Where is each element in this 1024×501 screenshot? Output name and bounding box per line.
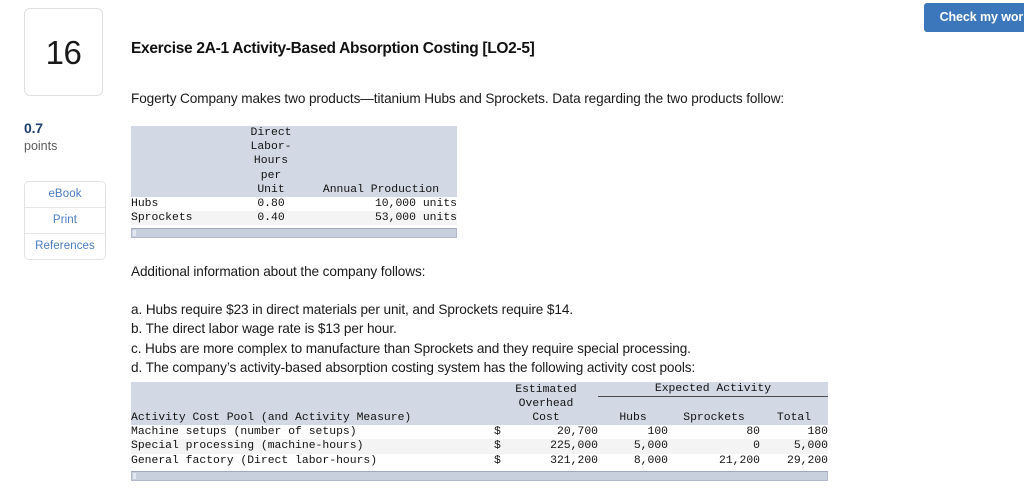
estimated-overhead-header-line2: Overhead (494, 396, 598, 411)
additional-info-item-c: c. Hubs are more complex to manufacture … (131, 340, 691, 356)
print-button[interactable]: Print (25, 208, 105, 234)
activity-cost-pool: Special processing (machine-hours) (131, 439, 494, 454)
table-group-header-row: Estimated Expected Activity (131, 382, 829, 398)
estimated-overhead-cost: 225,000 (516, 439, 598, 454)
intro-paragraph: Fogerty Company makes two products—titan… (131, 91, 785, 106)
activity-cost-pool-header: Activity Cost Pool (and Activity Measure… (131, 410, 494, 426)
spacer-cell (668, 396, 760, 411)
spacer-cell (131, 140, 237, 155)
additional-info-item-b: b. The direct labor wage rate is $13 per… (131, 321, 397, 336)
dlh-header-line4: per (237, 168, 305, 183)
hubs-activity: 5,000 (598, 439, 668, 454)
spacer-cell (305, 126, 457, 141)
additional-info-item-d: d. The company’s activity-based absorpti… (131, 360, 696, 375)
table-header-row: Hours (131, 154, 457, 169)
sprockets-activity: 80 (668, 425, 760, 440)
activity-cost-pool-table: Estimated Expected Activity Overhead Act… (131, 382, 829, 468)
spacer-cell (131, 168, 237, 183)
estimated-overhead-cost: 20,700 (516, 425, 598, 440)
product-name: Hubs (131, 197, 237, 212)
table-header-row: Labor- (131, 140, 457, 155)
product-data-table-container: Direct Labor- Hours (131, 126, 457, 239)
sprockets-activity: 0 (668, 439, 760, 454)
spacer-cell (305, 154, 457, 169)
cost-header: Cost (494, 410, 598, 426)
table-header-row: per (131, 168, 457, 183)
table-header-row: Activity Cost Pool (and Activity Measure… (131, 410, 829, 426)
question-number: 16 (45, 33, 82, 71)
spacer-cell (131, 396, 494, 411)
additional-info-lead: Additional information about the company… (131, 264, 426, 279)
dlh-header-line3: Hours (237, 154, 305, 169)
annual-production-header: Annual Production (305, 182, 457, 198)
estimated-overhead-header-line1: Estimated (494, 382, 598, 397)
currency-symbol: $ (494, 453, 516, 468)
dlh-per-unit: 0.80 (237, 197, 305, 212)
horizontal-scrollbar[interactable] (131, 228, 457, 239)
product-data-table: Direct Labor- Hours (131, 126, 457, 226)
spacer-cell (131, 126, 237, 141)
table-row: Machine setups (number of setups) $ 20,7… (131, 425, 829, 440)
sprockets-header: Sprockets (668, 410, 760, 426)
spacer-cell (131, 154, 237, 169)
sprockets-activity: 21,200 (668, 453, 760, 468)
table-header-row: Unit Annual Production (131, 182, 457, 198)
total-activity: 29,200 (760, 453, 829, 468)
annual-production: 53,000 units (305, 211, 457, 226)
table-row: General factory (Direct labor-hours) $ 3… (131, 453, 829, 468)
spacer-cell (305, 140, 457, 155)
total-header: Total (760, 410, 829, 426)
hubs-activity: 8,000 (598, 453, 668, 468)
references-button[interactable]: References (25, 234, 105, 259)
annual-production: 10,000 units (305, 197, 457, 212)
table-row: Hubs 0.80 10,000 units (131, 197, 457, 212)
hubs-header: Hubs (598, 410, 668, 426)
total-activity: 180 (760, 425, 829, 440)
estimated-overhead-cost: 321,200 (516, 453, 598, 468)
currency-symbol: $ (494, 425, 516, 440)
additional-info-item-a: a. Hubs require $23 in direct materials … (131, 301, 573, 317)
dlh-header-line5: Unit (237, 182, 305, 198)
dlh-per-unit: 0.40 (237, 211, 305, 226)
points-label: points (24, 138, 58, 153)
spacer-cell (760, 396, 829, 411)
activity-cost-pool: General factory (Direct labor-hours) (131, 453, 494, 468)
ebook-button[interactable]: eBook (25, 182, 105, 208)
table-row: Special processing (machine-hours) $ 225… (131, 439, 829, 454)
dlh-header-line2: Labor- (237, 140, 305, 155)
spacer-cell (131, 182, 237, 198)
points-value: 0.7 (24, 120, 43, 136)
dlh-header-line1: Direct (237, 126, 305, 141)
table-row: Sprockets 0.40 53,000 units (131, 211, 457, 226)
question-rail: 16 0.7 points eBook Print References (0, 0, 125, 501)
hubs-activity: 100 (598, 425, 668, 440)
activity-cost-pool-table-container: Estimated Expected Activity Overhead Act… (131, 382, 829, 481)
additional-info-block: Additional information about the company… (131, 262, 695, 378)
expected-activity-group-header: Expected Activity (598, 382, 829, 398)
spacer-cell (598, 396, 668, 411)
spacer-cell (305, 168, 457, 183)
check-my-work-button[interactable]: Check my work (923, 3, 1024, 32)
table-header-row: Overhead (131, 396, 829, 411)
activity-cost-pool: Machine setups (number of setups) (131, 425, 494, 440)
total-activity: 5,000 (760, 439, 829, 454)
page-title: Exercise 2A-1 Activity-Based Absorption … (131, 40, 535, 57)
currency-symbol: $ (494, 439, 516, 454)
horizontal-scrollbar[interactable] (131, 470, 828, 481)
table-header-row: Direct (131, 126, 457, 141)
product-name: Sprockets (131, 211, 237, 226)
exercise-content: Check my work Exercise 2A-1 Activity-Bas… (131, 0, 1024, 501)
rail-button-group: eBook Print References (24, 181, 106, 260)
question-number-badge: 16 (24, 8, 103, 96)
points-block: 0.7 points (24, 120, 114, 155)
spacer-cell (131, 382, 494, 397)
